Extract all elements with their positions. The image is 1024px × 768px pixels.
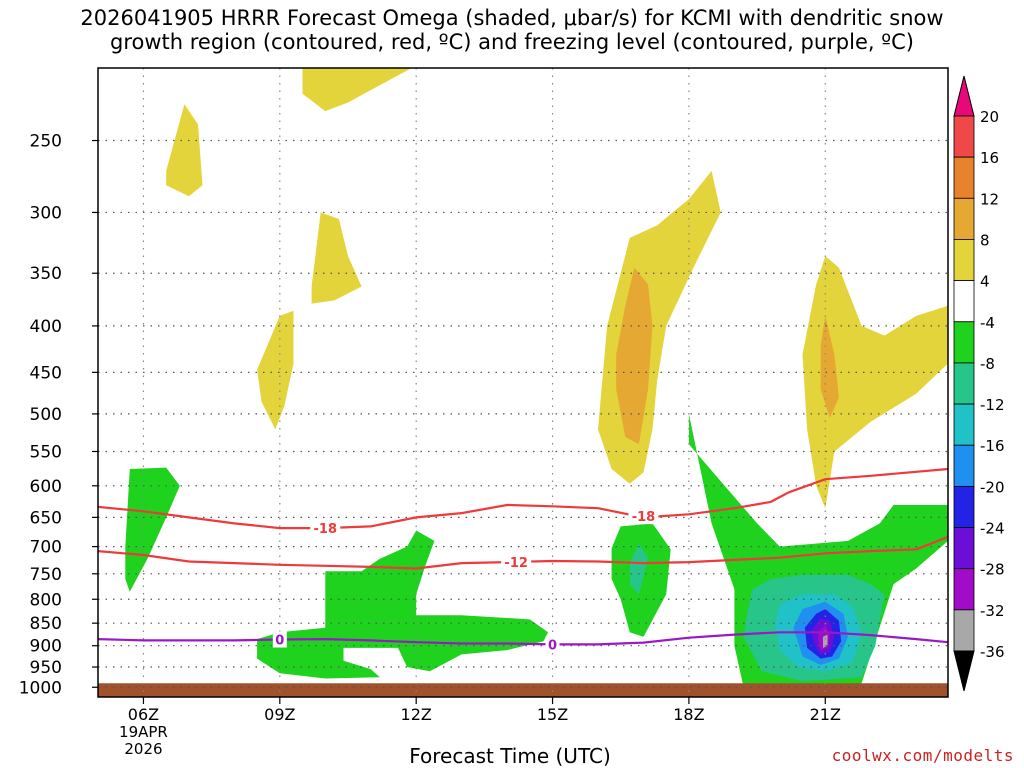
- ground-layer: [98, 683, 948, 697]
- x-tick-label: 12Z: [401, 705, 432, 724]
- y-tick-label: 950: [30, 658, 62, 678]
- y-tick-label: 650: [30, 508, 62, 528]
- colorbar-bin: [953, 485, 975, 528]
- omega-area-3: [257, 310, 294, 430]
- x-tick-label: 06Z: [128, 705, 159, 724]
- colorbar-bottom-arrow: [953, 650, 975, 692]
- contour-label-bg: [628, 508, 659, 525]
- y-tick-label: 850: [30, 614, 62, 634]
- colorbar-label: 20: [980, 108, 999, 126]
- colorbar-bin: [953, 362, 975, 405]
- y-tick-label: 450: [30, 363, 62, 383]
- omega-area-7: [820, 315, 839, 418]
- contour-line-0: [98, 631, 948, 646]
- colorbar-top-arrow: [953, 75, 975, 117]
- y-tick-label: 250: [30, 132, 62, 152]
- omega-area-0: [302, 68, 412, 112]
- contour-label: 0: [548, 638, 557, 653]
- plot-frame: [97, 67, 949, 698]
- x-tick-sublabel: 19APR: [119, 723, 168, 741]
- colorbar-label: -28: [980, 561, 1005, 579]
- y-tick-label: 900: [30, 637, 62, 657]
- omega-area-19: [823, 634, 828, 648]
- contour-label: -18: [632, 510, 656, 525]
- colorbar-bin: [953, 527, 975, 570]
- x-axis-label: Forecast Time (UTC): [409, 744, 611, 768]
- contour-label-bg: [545, 636, 560, 653]
- contour-label-bg: [310, 520, 341, 537]
- colorbar: 20 16 12 8 4 -4 -8 -12 -16 -20 -24 -28 -32 -36: [953, 75, 1005, 692]
- colorbar-bin: [953, 197, 975, 240]
- colorbar-bin: [953, 444, 975, 487]
- y-tick-label: 550: [30, 442, 62, 462]
- colorbar-label: 12: [980, 190, 999, 208]
- x-tick-label: 09Z: [264, 705, 295, 724]
- pressure-axis: 250 300 350 400 450 500 550 600 650 700 750 800 850 9…: [19, 132, 98, 698]
- x-tick-sublabel: 2026: [124, 740, 162, 758]
- y-tick-label: 700: [30, 538, 62, 558]
- y-tick-label: 600: [30, 477, 62, 497]
- omega-area-5: [616, 267, 653, 445]
- omega-area-9: [257, 530, 548, 679]
- colorbar-label: -24: [980, 520, 1005, 538]
- contour-label: -12: [504, 556, 528, 571]
- contour-layer: -18 -18 -12 0 0: [98, 467, 948, 653]
- contour-label: 0: [275, 634, 284, 649]
- x-tick-label: 21Z: [810, 705, 841, 724]
- omega-area-8: [125, 467, 180, 592]
- colorbar-label: -36: [980, 643, 1005, 661]
- y-tick-label: 1000: [19, 678, 62, 698]
- contour-label-bg: [272, 631, 287, 648]
- colorbar-label: -8: [980, 355, 995, 373]
- y-tick-label: 350: [30, 264, 62, 284]
- colorbar-bin: [953, 280, 975, 323]
- colorbar-bin: [953, 321, 975, 364]
- colorbar-label: -20: [980, 478, 1005, 496]
- contour-label: -18: [314, 522, 338, 537]
- colorbar-bin: [953, 609, 975, 652]
- contour-label-bg: [501, 554, 532, 571]
- chart-title: 2026041905 HRRR Forecast Omega (shaded, …: [80, 6, 944, 54]
- colorbar-bin: [953, 239, 975, 282]
- omega-area-4: [598, 170, 721, 484]
- omega-area-1: [166, 104, 203, 197]
- colorbar-label: -4: [980, 314, 995, 332]
- x-tick-label: 15Z: [537, 705, 568, 724]
- y-tick-label: 750: [30, 565, 62, 585]
- omega-area-2: [311, 212, 362, 304]
- contour-line-m18: [98, 467, 948, 530]
- credit-link[interactable]: coolwx.com/modelts: [831, 746, 1014, 765]
- x-tick-label: 18Z: [673, 705, 704, 724]
- colorbar-label: 16: [980, 149, 999, 167]
- colorbar-label: -16: [980, 437, 1005, 455]
- colorbar-label: 8: [980, 231, 990, 249]
- y-tick-label: 500: [30, 405, 62, 425]
- colorbar-bin: [953, 115, 975, 158]
- omega-area-6: [802, 256, 948, 509]
- omega-shading-layer: [125, 68, 948, 687]
- colorbar-label: 4: [980, 273, 990, 291]
- colorbar-label: -12: [980, 396, 1005, 414]
- colorbar-bin: [953, 568, 975, 611]
- colorbar-bin: [953, 156, 975, 199]
- omega-area-11: [629, 543, 648, 595]
- ground-strip: [98, 683, 948, 697]
- y-tick-label: 800: [30, 590, 62, 610]
- colorbar-label: -32: [980, 602, 1005, 620]
- y-tick-label: 400: [30, 317, 62, 337]
- colorbar-bin: [953, 403, 975, 446]
- y-tick-label: 300: [30, 203, 62, 223]
